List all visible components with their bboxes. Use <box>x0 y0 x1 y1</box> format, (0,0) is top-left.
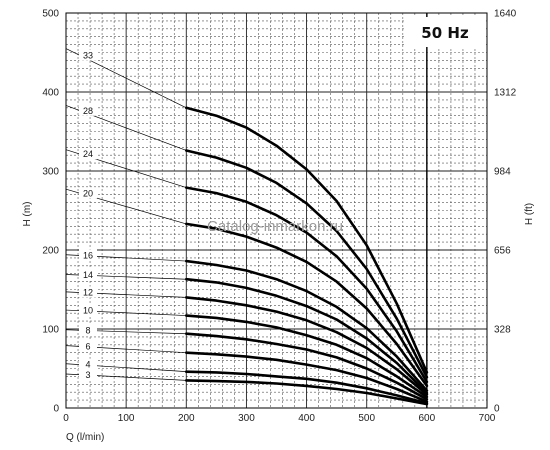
y-tick-label: 300 <box>42 167 59 178</box>
stage-label-bg <box>79 324 97 336</box>
stage-label-bg <box>79 104 97 116</box>
stage-label-bg <box>79 49 97 61</box>
stage-label: 3 <box>85 370 90 380</box>
stage-label: 14 <box>83 270 93 280</box>
stage-label-bg <box>79 368 97 380</box>
y-axis-title: H (m) <box>22 202 33 227</box>
y2-tick-label: 0 <box>494 404 500 415</box>
pump-curve <box>185 222 429 388</box>
major-grid <box>66 13 487 408</box>
stage-label: 6 <box>85 341 90 351</box>
stage-label-bg <box>79 249 97 261</box>
y-tick-label: 100 <box>42 325 59 336</box>
stage-label-bg <box>79 304 97 316</box>
stage-label: 28 <box>83 106 93 116</box>
pump-curve <box>185 259 429 392</box>
pump-curve <box>185 106 429 374</box>
x-axis-title: Q (l/min) <box>66 432 104 443</box>
stage-label: 8 <box>85 325 90 335</box>
x-tick-label: 300 <box>238 413 255 424</box>
x-tick-label: 100 <box>118 413 135 424</box>
stage-label-bg <box>79 340 97 352</box>
stage-label: 20 <box>83 188 93 198</box>
y-tick-labels: 0 100 200 300 400 500 <box>42 9 59 415</box>
stage-label: 33 <box>83 51 93 61</box>
pump-curve <box>185 332 429 401</box>
x-tick-label: 200 <box>178 413 195 424</box>
pump-curve <box>185 370 429 405</box>
pump-curve <box>185 314 429 399</box>
x-tick-label: 700 <box>479 413 496 424</box>
stage-label: 4 <box>85 360 90 370</box>
x-tick-label: 600 <box>419 413 436 424</box>
y-tick-label: 400 <box>42 88 59 99</box>
stage-label: 10 <box>83 306 93 316</box>
x-tick-label: 0 <box>63 413 69 424</box>
frequency-badge: 50 Hz <box>421 24 469 42</box>
pump-curve <box>185 379 429 406</box>
y2-tick-label: 328 <box>494 325 511 336</box>
stage-label: 24 <box>83 149 93 159</box>
x-tick-label: 400 <box>298 413 315 424</box>
plot-frame <box>65 12 488 409</box>
y2-tick-label: 1312 <box>494 88 517 99</box>
stage-label-bg <box>79 269 97 281</box>
x-tick-labels: 0 100 200 300 400 500 600 700 <box>63 413 496 424</box>
x-tick-label: 500 <box>358 413 375 424</box>
y-tick-label: 500 <box>42 9 59 20</box>
stage-label-bg <box>79 187 97 199</box>
y-tick-label: 200 <box>42 246 59 257</box>
y-tick-label: 0 <box>53 404 59 415</box>
y2-tick-label: 1640 <box>494 9 517 20</box>
y2-tick-label: 984 <box>494 167 511 178</box>
pump-curve <box>185 186 429 384</box>
stage-labels: 34 6 8 10 12 14 16 20 24 28 33 <box>79 49 97 380</box>
stage-label-bg <box>79 148 97 160</box>
watermark: Catalog-inmarkon.ru <box>207 218 343 235</box>
pump-curve <box>185 277 429 395</box>
minor-grid <box>66 13 487 408</box>
stage-label-bg <box>79 286 97 298</box>
stage-label: 12 <box>83 288 93 298</box>
y2-axis-title: H (ft) <box>524 203 535 225</box>
pump-curve <box>185 351 429 403</box>
stage-label: 16 <box>83 250 93 260</box>
frequency-badge-bg <box>406 17 484 47</box>
y2-tick-labels: 0 328 656 984 1312 1640 <box>494 9 517 415</box>
pump-curve <box>185 296 429 396</box>
pump-curves <box>185 106 429 406</box>
y2-tick-label: 656 <box>494 246 511 257</box>
pump-curve <box>185 149 429 379</box>
stage-label-bg <box>79 358 97 370</box>
